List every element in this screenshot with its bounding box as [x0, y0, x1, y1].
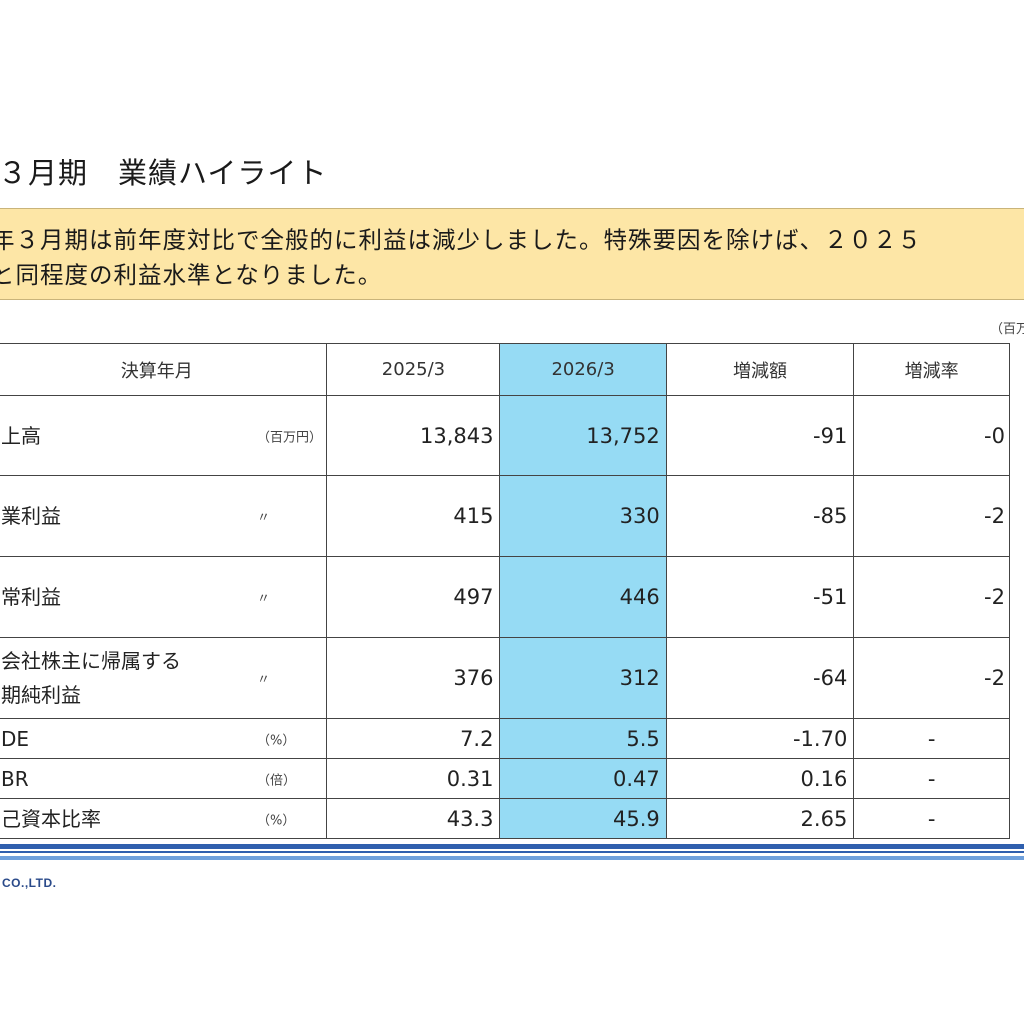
header-period: 決算年月 — [0, 343, 328, 396]
value-2026: 45.9 — [499, 798, 667, 839]
row-label-cell: 常利益 〃 — [0, 556, 328, 638]
row-unit: 〃 — [257, 510, 271, 526]
row-label-cell: 己資本比率 （%） — [0, 798, 328, 839]
row-label: 己資本比率 — [1, 806, 101, 831]
value-change-amount: -64 — [665, 637, 855, 719]
row-unit: （倍） — [257, 773, 297, 788]
table-row-pbr: BR （倍） 0.31 0.47 0.16 - — [0, 758, 1010, 799]
value-change-rate: -2 — [853, 475, 1010, 557]
value-change-amount: -91 — [665, 395, 855, 476]
row-unit: （%） — [257, 733, 296, 748]
table-row-equity-ratio: 己資本比率 （%） 43.3 45.9 2.65 - — [0, 798, 1010, 839]
header-2025: 2025/3 — [326, 343, 501, 396]
table-row-net-sales: 上高 （百万円） 13,843 13,752 -91 -0 — [0, 395, 1010, 476]
summary-box: 年３月期は前年度対比で全般的に利益は減少しました。特殊要因を除けば、２０２５ と… — [0, 208, 1024, 300]
value-2025: 497 — [326, 556, 501, 638]
row-label: DE — [1, 726, 30, 751]
highlight-table: 決算年月 2025/3 2026/3 増減額 増減率 上高 （百万円） 13,8… — [0, 343, 1010, 839]
company-name: CO.,LTD. — [2, 876, 57, 890]
row-label: 会社株主に帰属する 期純利益 — [1, 644, 181, 712]
header-change-amount: 増減額 — [665, 343, 855, 396]
value-2025: 376 — [326, 637, 501, 719]
value-change-amount: 0.16 — [665, 758, 855, 799]
value-2025: 13,843 — [326, 395, 501, 476]
value-change-rate: -2 — [853, 556, 1010, 638]
footer-rule-light — [0, 856, 1024, 860]
value-change-amount: 2.65 — [665, 798, 855, 839]
row-label-line-1: 会社株主に帰属する — [1, 649, 181, 673]
value-change-amount: -51 — [665, 556, 855, 638]
value-change-rate: - — [853, 718, 1010, 759]
footer-rule-thick — [0, 844, 1024, 849]
value-change-rate: -2 — [853, 637, 1010, 719]
row-label: 上高 — [1, 423, 41, 448]
row-label-cell: DE （%） — [0, 718, 328, 759]
table-row-operating-profit: 業利益 〃 415 330 -85 -2 — [0, 475, 1010, 557]
row-label: BR — [1, 766, 29, 791]
unit-note: （百万 — [990, 322, 1024, 337]
row-unit: 〃 — [257, 591, 271, 607]
value-2025: 415 — [326, 475, 501, 557]
header-change-rate: 増減率 — [853, 343, 1010, 396]
value-2025: 7.2 — [326, 718, 501, 759]
value-2026: 13,752 — [499, 395, 667, 476]
header-2026: 2026/3 — [499, 343, 667, 396]
value-2026: 5.5 — [499, 718, 667, 759]
summary-line-2: と同程度の利益水準となりました。 — [0, 261, 383, 289]
row-label-cell: BR （倍） — [0, 758, 328, 799]
table-row-net-income: 会社株主に帰属する 期純利益 〃 376 312 -64 -2 — [0, 637, 1010, 719]
value-change-rate: - — [853, 758, 1010, 799]
value-2026: 446 — [499, 556, 667, 638]
value-2026: 330 — [499, 475, 667, 557]
summary-line-1: 年３月期は前年度対比で全般的に利益は減少しました。特殊要因を除けば、２０２５ — [0, 226, 922, 254]
row-label: 業利益 — [1, 504, 61, 528]
row-unit: （百万円） — [257, 430, 323, 445]
value-2025: 43.3 — [326, 798, 501, 839]
row-label-line-2: 期純利益 — [1, 683, 81, 707]
row-unit: 〃 — [257, 672, 271, 688]
value-2025: 0.31 — [326, 758, 501, 799]
row-label-cell: 業利益 〃 — [0, 475, 328, 557]
row-label: 常利益 — [1, 585, 61, 609]
value-change-amount: -1.70 — [665, 718, 855, 759]
table-header-row: 決算年月 2025/3 2026/3 増減額 増減率 — [0, 343, 1010, 396]
row-label-cell: 上高 （百万円） — [0, 395, 328, 476]
value-2026: 0.47 — [499, 758, 667, 799]
table-row-ordinary-profit: 常利益 〃 497 446 -51 -2 — [0, 556, 1010, 638]
table-row-roe: DE （%） 7.2 5.5 -1.70 - — [0, 718, 1010, 759]
value-2026: 312 — [499, 637, 667, 719]
value-change-rate: -0 — [853, 395, 1010, 476]
footer-rule-thin — [0, 851, 1024, 853]
value-change-amount: -85 — [665, 475, 855, 557]
row-label-cell: 会社株主に帰属する 期純利益 〃 — [0, 637, 328, 719]
value-change-rate: - — [853, 798, 1010, 839]
page-title: ３月期 業績ハイライト — [0, 156, 328, 190]
row-unit: （%） — [257, 813, 296, 828]
